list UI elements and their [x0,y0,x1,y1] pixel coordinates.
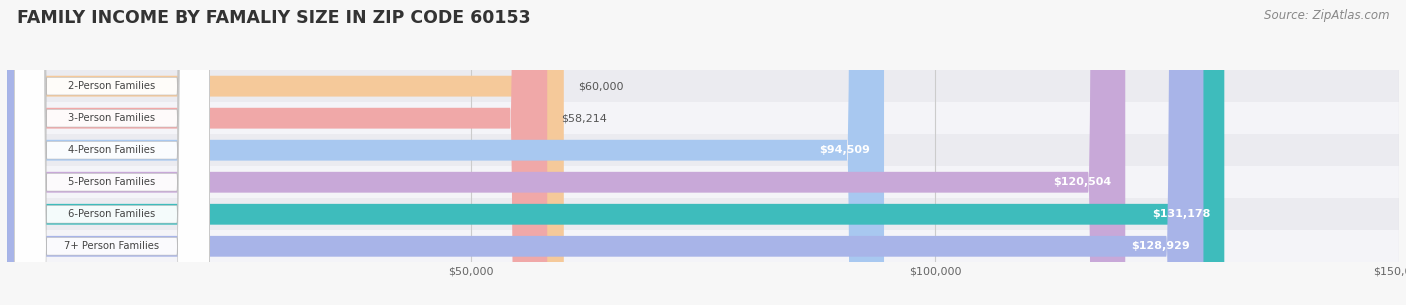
FancyBboxPatch shape [14,0,209,305]
FancyBboxPatch shape [7,198,1399,230]
FancyBboxPatch shape [14,0,209,305]
Text: Source: ZipAtlas.com: Source: ZipAtlas.com [1264,9,1389,22]
FancyBboxPatch shape [7,0,1204,305]
FancyBboxPatch shape [7,0,884,305]
FancyBboxPatch shape [7,102,1399,134]
FancyBboxPatch shape [7,230,1399,262]
FancyBboxPatch shape [7,0,1225,305]
Text: $60,000: $60,000 [578,81,623,91]
Text: 6-Person Families: 6-Person Families [69,209,156,219]
FancyBboxPatch shape [7,134,1399,166]
Text: 5-Person Families: 5-Person Families [69,177,156,187]
FancyBboxPatch shape [14,0,209,305]
FancyBboxPatch shape [7,70,1399,102]
FancyBboxPatch shape [7,0,564,305]
Text: $94,509: $94,509 [820,145,870,155]
Text: 4-Person Families: 4-Person Families [69,145,156,155]
Text: $58,214: $58,214 [561,113,607,123]
Text: FAMILY INCOME BY FAMALIY SIZE IN ZIP CODE 60153: FAMILY INCOME BY FAMALIY SIZE IN ZIP COD… [17,9,530,27]
FancyBboxPatch shape [7,0,547,305]
FancyBboxPatch shape [7,0,1125,305]
FancyBboxPatch shape [14,0,209,305]
Text: 7+ Person Families: 7+ Person Families [65,241,159,251]
Text: $120,504: $120,504 [1053,177,1111,187]
Text: $131,178: $131,178 [1152,209,1211,219]
Text: $128,929: $128,929 [1130,241,1189,251]
FancyBboxPatch shape [14,0,209,305]
Text: 2-Person Families: 2-Person Families [69,81,156,91]
FancyBboxPatch shape [14,0,209,305]
Text: 3-Person Families: 3-Person Families [69,113,156,123]
FancyBboxPatch shape [7,166,1399,198]
